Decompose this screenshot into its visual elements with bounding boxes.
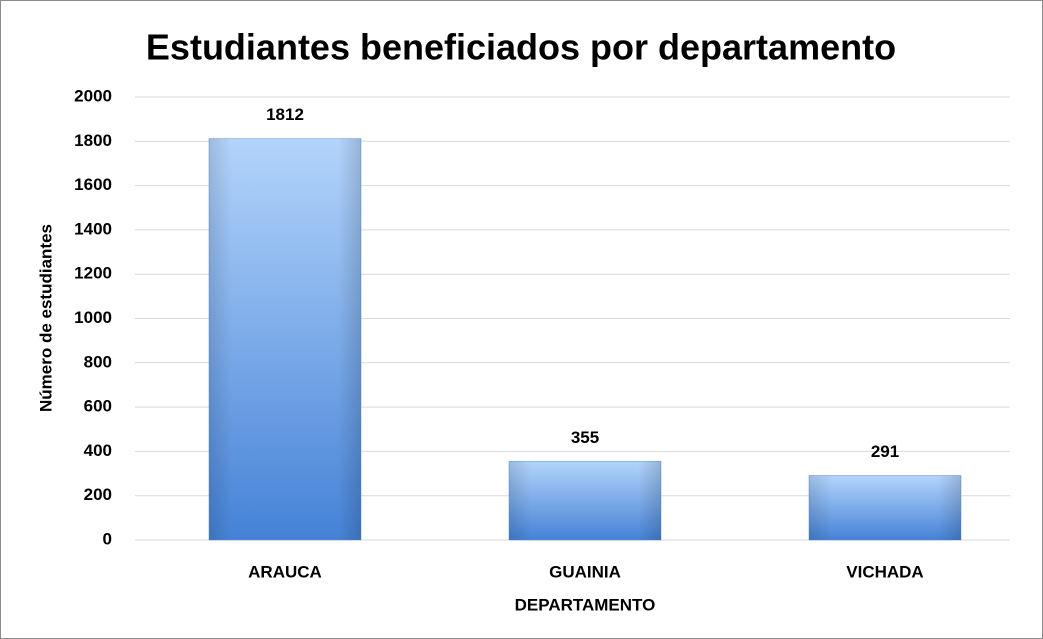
- x-tick-label: ARAUCA: [248, 562, 322, 581]
- y-tick-label: 400: [84, 441, 112, 460]
- y-tick-label: 800: [84, 352, 112, 371]
- bar-shade: [809, 475, 961, 540]
- y-tick-label: 0: [103, 529, 112, 548]
- y-tick-label: 1800: [74, 131, 112, 150]
- y-tick-label: 1400: [74, 219, 112, 238]
- y-tick-label: 1600: [74, 175, 112, 194]
- data-label: 355: [571, 428, 599, 447]
- y-tick-label: 1000: [74, 308, 112, 327]
- y-tick-label: 1200: [74, 264, 112, 283]
- x-tick-label: VICHADA: [846, 562, 923, 581]
- bar-shade: [509, 461, 661, 540]
- y-tick-label: 2000: [74, 86, 112, 105]
- data-label: 291: [871, 442, 899, 461]
- x-tick-label: GUAINIA: [549, 562, 621, 581]
- y-tick-label: 600: [84, 397, 112, 416]
- y-axis-label: Número de estudiantes: [36, 224, 55, 412]
- chart-title: Estudiantes beneficiados por departament…: [146, 27, 896, 68]
- data-label: 1812: [266, 105, 304, 124]
- y-tick-label: 200: [84, 485, 112, 504]
- bar-shade: [209, 138, 361, 540]
- x-axis-label: DEPARTAMENTO: [515, 595, 656, 614]
